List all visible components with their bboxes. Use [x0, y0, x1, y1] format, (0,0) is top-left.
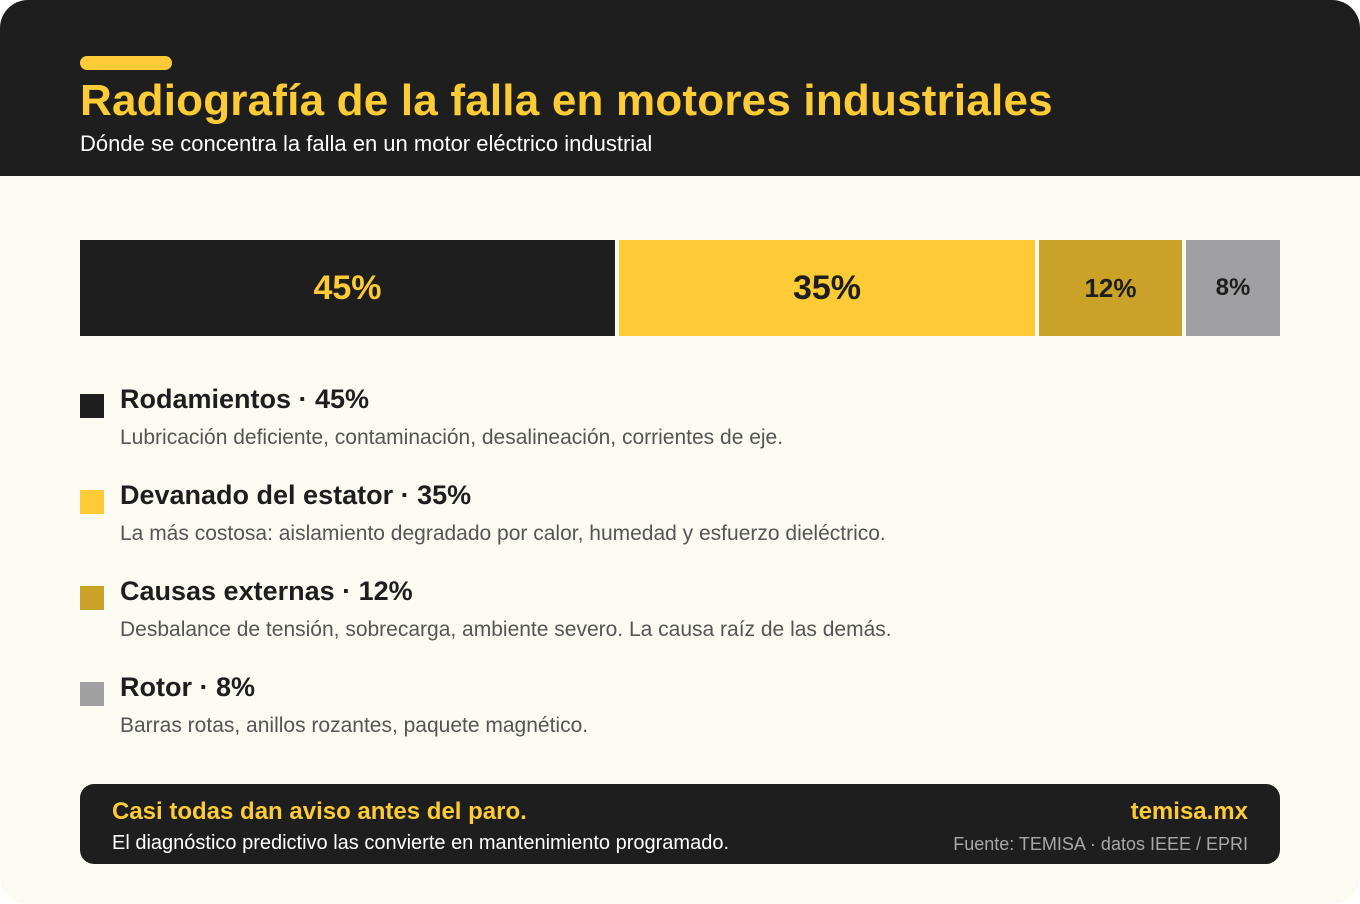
legend-item-rodamientos: Rodamientos · 45% Lubricación deficiente… [80, 384, 1280, 464]
legend-description: Desbalance de tensión, sobrecarga, ambie… [120, 618, 892, 641]
brand-link[interactable]: temisa.mx [1130, 798, 1248, 825]
bar-segment-2: 35% [619, 240, 1035, 336]
legend-description: Barras rotas, anillos rozantes, paquete … [120, 714, 589, 737]
footer-headline: Casi todas dan aviso antes del paro. [112, 798, 527, 825]
legend-item-rotor: Rotor · 8% Barras rotas, anillos rozante… [80, 672, 1280, 752]
legend-title: Rotor · 8% [120, 672, 255, 702]
legend-description: Lubricación deficiente, contaminación, d… [120, 426, 784, 449]
bar-segment-3: 12% [1039, 240, 1182, 336]
accent-bar [80, 56, 172, 70]
stacked-bar-chart: 45% 35% 12% 8% [80, 240, 1280, 336]
source-note: Fuente: TEMISA · datos IEEE / EPRI [953, 834, 1248, 854]
legend-title: Devanado del estator · 35% [120, 480, 472, 510]
bar-segment-4: 8% [1186, 240, 1280, 336]
bar-value-label: 35% [792, 268, 862, 307]
legend-swatch [80, 586, 104, 610]
legend-title: Causas externas · 12% [120, 576, 413, 606]
bar-value-label: 12% [1084, 272, 1137, 303]
bar-value-label: 45% [313, 268, 382, 307]
legend-swatch [80, 490, 104, 514]
legend-title: Rodamientos · 45% [120, 384, 370, 414]
bar-segment-1: 45% [80, 240, 615, 336]
legend-swatch [80, 682, 104, 706]
chart-subtitle: Dónde se concentra la falla en un motor … [80, 131, 653, 156]
legend-swatch [80, 394, 104, 418]
footer-body: El diagnóstico predictivo las convierte … [112, 832, 730, 854]
legend-description: La más costosa: aislamiento degradado po… [120, 522, 886, 545]
header: Radiografía de la falla en motores indus… [0, 0, 1360, 176]
legend-item-causas-externas: Causas externas · 12% Desbalance de tens… [80, 576, 1280, 656]
footer-banner: Casi todas dan aviso antes del paro. El … [80, 784, 1280, 864]
bar-value-label: 8% [1215, 274, 1251, 301]
chart-title: Radiografía de la falla en motores indus… [80, 76, 1053, 125]
legend-item-devanado: Devanado del estator · 35% La más costos… [80, 480, 1280, 560]
